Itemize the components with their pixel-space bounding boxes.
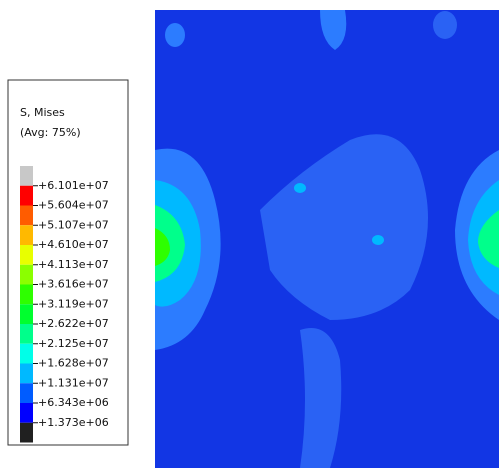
stress-patch — [372, 235, 384, 245]
stress-patch — [155, 228, 170, 266]
color-scale: +6.101e+07 +5.604e+07 +5.107e+07 +4.610e+07… — [20, 166, 109, 443]
color-band — [20, 324, 33, 344]
contour-field — [155, 10, 499, 468]
legend-subtitle: (Avg: 75%) — [20, 126, 81, 139]
stress-patch — [433, 11, 457, 39]
stress-patch — [260, 134, 428, 320]
scale-label: +1.131e+07 — [38, 376, 109, 389]
scale-label: +4.113e+07 — [38, 258, 109, 271]
scale-label: +5.107e+07 — [38, 218, 109, 231]
stress-patch — [300, 328, 342, 468]
color-band — [20, 264, 33, 285]
stress-patch — [155, 205, 185, 282]
color-band — [20, 422, 33, 443]
color-band — [20, 225, 33, 245]
color-band — [20, 343, 33, 364]
color-band — [20, 403, 33, 423]
color-band — [20, 185, 33, 206]
stress-patch — [320, 10, 347, 50]
scale-label: +2.125e+07 — [38, 337, 109, 350]
legend-title: S, Mises — [20, 106, 65, 119]
color-band — [20, 363, 33, 384]
color-band — [20, 284, 33, 305]
scale-label: +5.604e+07 — [38, 199, 109, 212]
scale-label: +4.610e+07 — [38, 238, 109, 251]
stress-patch — [294, 183, 306, 193]
scale-label: +2.622e+07 — [38, 317, 109, 330]
scale-label: +1.373e+06 — [38, 416, 109, 429]
color-band — [20, 166, 33, 186]
stress-patch — [478, 210, 499, 268]
color-band — [20, 304, 33, 324]
scale-label: +3.616e+07 — [38, 278, 109, 291]
scale-label: +3.119e+07 — [38, 297, 109, 310]
scale-label: +6.101e+07 — [38, 179, 109, 192]
color-band — [20, 383, 33, 403]
color-band — [20, 245, 33, 265]
scale-label: +6.343e+06 — [38, 396, 109, 409]
color-band — [20, 205, 33, 226]
scale-label: +1.628e+07 — [38, 357, 109, 370]
stress-patch — [165, 23, 185, 47]
